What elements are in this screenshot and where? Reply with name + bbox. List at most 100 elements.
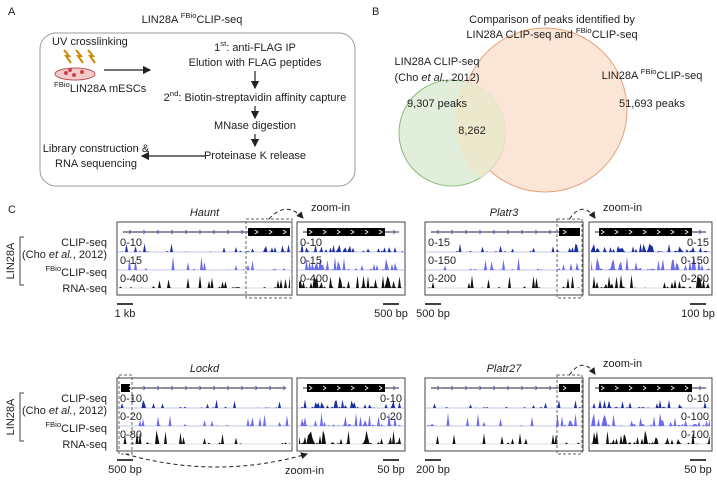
zoom-label: zoom-in <box>603 202 642 214</box>
step-part: 1 <box>214 42 220 54</box>
final-step: Library construction & <box>43 143 150 155</box>
scale-bar-label: 500 bp <box>416 308 450 320</box>
strand-chevron <box>212 229 217 235</box>
exon <box>248 228 290 236</box>
exon <box>559 228 580 236</box>
strand-chevron <box>282 229 287 235</box>
coverage-track <box>299 399 403 408</box>
coverage-track <box>119 399 290 408</box>
gene-name: Platr3 <box>490 207 520 219</box>
strand-chevron <box>226 385 231 391</box>
track-label: RNA-seq <box>62 283 107 295</box>
exon <box>307 384 385 392</box>
track-box <box>296 221 406 296</box>
strand-chevron <box>392 229 397 235</box>
venn-cite-part: (Cho <box>394 72 421 84</box>
coverage-track <box>119 243 290 252</box>
step-part: 2 <box>164 92 170 104</box>
scale-label: 0-10 <box>380 393 402 405</box>
strand-chevron <box>308 229 313 235</box>
venn-overlap <box>454 81 506 178</box>
track-label-part: CLIP-seq <box>61 267 107 279</box>
strand-chevron <box>628 385 633 391</box>
track-label: (Cho et al., 2012) <box>22 405 107 417</box>
track-label: RNA-seq <box>62 439 107 451</box>
strand-chevron <box>562 229 567 235</box>
scale-bar-label: 50 bp <box>684 464 712 476</box>
strand-chevron <box>506 229 511 235</box>
group-label: LIN28A <box>5 242 17 279</box>
step-part: MNase digestion <box>214 120 296 132</box>
step-part: Elution with FLAG peptides <box>189 57 322 69</box>
coverage-track <box>427 433 581 444</box>
track-box <box>424 377 584 452</box>
scale-label: 0-20 <box>120 411 142 423</box>
step: Elution with FLAG peptides <box>189 57 322 69</box>
track-label-part: (Cho <box>22 405 49 417</box>
step: Proteinase K release <box>204 150 306 162</box>
group-bracket <box>19 236 24 286</box>
track-label: CLIP-seq <box>61 237 107 249</box>
strand-chevron <box>670 229 675 235</box>
strand-chevron <box>392 385 397 391</box>
strand-chevron <box>464 229 469 235</box>
protocol-box <box>39 32 356 187</box>
strand-chevron <box>562 385 567 391</box>
coverage-track <box>591 274 710 288</box>
strand-chevron <box>492 229 497 235</box>
scale-label: 0-400 <box>300 273 328 285</box>
strand-chevron <box>548 385 553 391</box>
step: MNase digestion <box>214 120 296 132</box>
strand-chevron <box>378 229 383 235</box>
strand-chevron <box>282 385 287 391</box>
panel-title-part: FBio <box>181 11 197 20</box>
scale-label: 0-200 <box>681 273 709 285</box>
strand-chevron <box>436 385 441 391</box>
track-label-part: et al. <box>49 405 73 417</box>
track-box <box>296 377 406 452</box>
strand-chevron <box>478 229 483 235</box>
final-step: RNA sequencing <box>55 158 137 170</box>
scale-bar-label: 500 bp <box>108 464 142 476</box>
strand-chevron <box>684 385 689 391</box>
panel-title-part: FBio <box>576 26 592 35</box>
scale-label: 0-80 <box>120 429 142 441</box>
scale-bar-label: 200 bp <box>416 464 450 476</box>
strand-chevron <box>198 229 203 235</box>
strand-chevron <box>268 385 273 391</box>
strand-chevron <box>628 229 633 235</box>
strand-chevron <box>336 385 341 391</box>
strand-chevron <box>670 385 675 391</box>
scale-label: 0-15 <box>687 237 709 249</box>
dish-icon <box>54 49 96 81</box>
strand-chevron <box>268 229 273 235</box>
panel-title: LIN28A CLIP-seq and FBioCLIP-seq <box>466 26 637 41</box>
panel-title-part: CLIP-seq <box>592 29 638 41</box>
venn-label: LIN28A CLIP-seq <box>395 56 480 68</box>
step: 2nd: Biotin-streptavidin affinity captur… <box>164 89 347 104</box>
scale-label: 0-15 <box>300 255 322 267</box>
strand-chevron <box>350 385 355 391</box>
strand-chevron <box>254 229 259 235</box>
uv-label: UV crosslinking <box>52 36 128 48</box>
coverage-track <box>299 256 403 270</box>
zoom-arrow <box>268 208 304 220</box>
strand-chevron <box>548 229 553 235</box>
strand-chevron <box>350 229 355 235</box>
coverage-track <box>119 256 290 270</box>
strand-chevron <box>226 229 231 235</box>
panel-label: B <box>372 6 379 18</box>
track-label: (Cho et al., 2012) <box>22 249 107 261</box>
track-box <box>424 221 584 296</box>
track-label-part: (Cho <box>22 249 49 261</box>
step-part: nd <box>170 89 179 98</box>
track-label-part: , 2012) <box>73 249 107 261</box>
panel-title: Comparison of peaks identified by <box>469 14 635 26</box>
venn-cite: (Cho et al., 2012) <box>394 72 479 84</box>
venn-label: LIN28A FBioCLIP-seq <box>602 67 703 82</box>
panel-title-part: CLIP-seq <box>197 14 243 26</box>
group-bracket <box>19 392 24 442</box>
coverage-track <box>299 430 403 444</box>
coverage-track <box>591 430 710 444</box>
zoom-arrow <box>125 452 308 468</box>
